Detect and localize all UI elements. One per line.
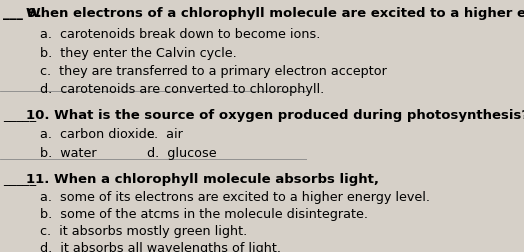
Text: b.  some of the atcms in the molecule disintegrate.: b. some of the atcms in the molecule dis… — [40, 207, 368, 220]
Text: ___ 9.: ___ 9. — [3, 7, 42, 20]
Text: When electrons of a chlorophyll molecule are excited to a higher energy level,: When electrons of a chlorophyll molecule… — [26, 7, 524, 20]
Text: b.  they enter the Calvin cycle.: b. they enter the Calvin cycle. — [40, 46, 237, 59]
Text: a.  carbon dioxide: a. carbon dioxide — [40, 128, 155, 141]
Text: _____: _____ — [3, 109, 36, 122]
Text: b.  water: b. water — [40, 146, 96, 159]
Text: d.  glucose: d. glucose — [147, 146, 217, 159]
Text: c.  air: c. air — [147, 128, 183, 141]
Text: d.  it absorbs all wavelengths of light.: d. it absorbs all wavelengths of light. — [40, 241, 281, 252]
Text: a.  some of its electrons are excited to a higher energy level.: a. some of its electrons are excited to … — [40, 190, 430, 203]
Text: _____: _____ — [3, 172, 36, 185]
Text: d.  carotenoids are converted to chlorophyll.: d. carotenoids are converted to chloroph… — [40, 83, 324, 96]
Text: a.  carotenoids break down to become ions.: a. carotenoids break down to become ions… — [40, 28, 320, 41]
Text: c.  they are transferred to a primary electron acceptor: c. they are transferred to a primary ele… — [40, 65, 387, 77]
Text: c.  it absorbs mostly green light.: c. it absorbs mostly green light. — [40, 224, 247, 237]
Text: 11. When a chlorophyll molecule absorbs light,: 11. When a chlorophyll molecule absorbs … — [26, 172, 379, 185]
Text: 10. What is the source of oxygen produced during photosynthesis?: 10. What is the source of oxygen produce… — [26, 109, 524, 122]
